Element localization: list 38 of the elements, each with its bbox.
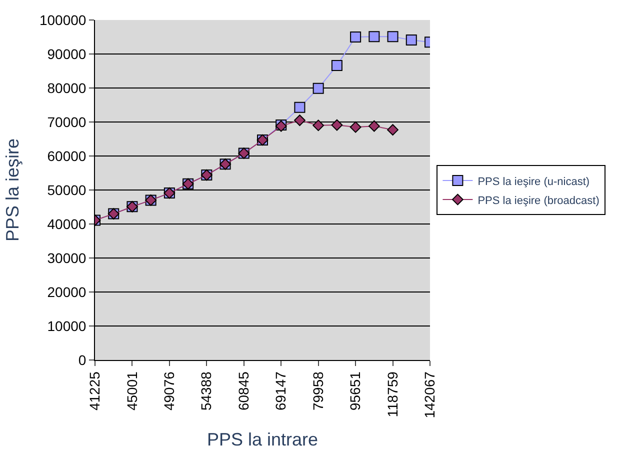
- y-tick-label: 40000: [47, 216, 86, 232]
- y-tick-label: 50000: [47, 182, 86, 198]
- y-tick-label: 20000: [47, 284, 86, 300]
- x-tick-label: 45001: [124, 371, 140, 411]
- point: [312, 82, 324, 94]
- point: [331, 119, 343, 131]
- point: [350, 32, 362, 42]
- y-tick-label: 100000: [39, 12, 86, 28]
- x-tick-label: 142067: [422, 371, 438, 418]
- x-tick-label: 54388: [198, 371, 214, 411]
- x-tick-label: 41225: [86, 371, 103, 411]
- y-tick-label: 30000: [47, 250, 86, 266]
- x-tick-label: 60845: [235, 371, 252, 411]
- point: [331, 60, 342, 72]
- y-tick-label: 80000: [47, 80, 86, 96]
- legend-label: PPS la ieşire (broadcast): [478, 194, 600, 207]
- y-tick-label: 60000: [47, 148, 86, 164]
- point: [294, 114, 306, 126]
- x-tick-label: 118759: [384, 371, 400, 418]
- point: [350, 121, 362, 133]
- x-tick-label: 69147: [272, 371, 289, 411]
- y-tick-label: 70000: [47, 114, 86, 130]
- point: [294, 102, 306, 113]
- y-tick-label: 90000: [47, 46, 86, 62]
- point: [387, 124, 398, 136]
- point: [406, 34, 417, 46]
- legend-label: PPS la ieşire (u-nicast): [478, 176, 590, 188]
- y-tick-label: 0: [78, 352, 86, 368]
- y-tick-label: 10000: [47, 318, 86, 334]
- x-tick-label: 95651: [347, 371, 364, 411]
- point: [368, 120, 380, 132]
- y-axis-title: PPS la ieşire: [2, 138, 23, 242]
- x-tick-label: 49076: [160, 371, 177, 411]
- point: [312, 120, 324, 132]
- point: [387, 31, 398, 42]
- x-tick-label: 79958: [310, 371, 326, 411]
- point: [368, 31, 380, 42]
- x-axis-title: PPS la intrare: [206, 429, 318, 450]
